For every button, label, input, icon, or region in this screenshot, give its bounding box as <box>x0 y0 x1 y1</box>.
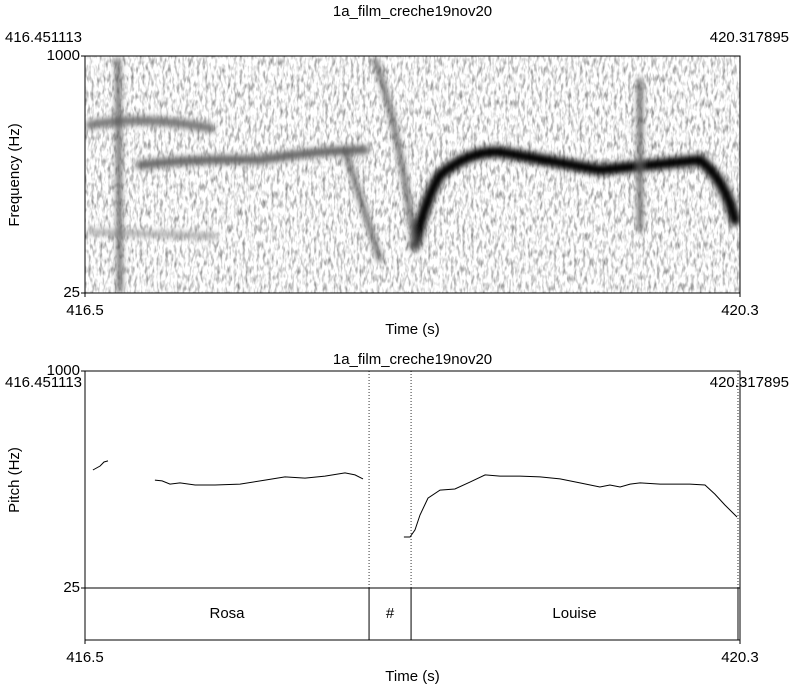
x-max-label: 420.317895 <box>710 29 789 46</box>
x-tick-label: 420.3 <box>721 649 759 666</box>
x-min-label: 416.451113 <box>5 374 82 391</box>
tier-label: # <box>386 605 395 622</box>
x-axis-label: Time (s) <box>385 321 439 338</box>
tier-label: Louise <box>552 605 596 622</box>
pitch-frame <box>84 370 741 641</box>
y-tick-label: 25 <box>63 579 80 596</box>
y-tick-label: 25 <box>63 284 80 301</box>
spectrogram-image <box>85 56 740 293</box>
x-tick-label: 416.5 <box>66 302 104 319</box>
chart-title: 1a_film_creche19nov20 <box>333 351 492 368</box>
y-axis-label: Frequency (Hz) <box>6 123 23 226</box>
x-max-label: 420.317895 <box>710 374 789 391</box>
spectrogram-frame <box>84 55 741 294</box>
x-tick-label: 416.5 <box>66 649 104 666</box>
pitch-contour <box>92 460 738 538</box>
y-axis-label: Pitch (Hz) <box>6 447 23 513</box>
tier-label: Rosa <box>210 605 246 622</box>
y-tick-label: 1000 <box>47 362 80 379</box>
chart-title: 1a_film_creche19nov20 <box>333 3 492 20</box>
x-min-label: 416.451113 <box>5 29 82 46</box>
y-tick-label: 1000 <box>47 47 80 64</box>
x-tick-label: 420.3 <box>721 302 759 319</box>
x-axis-label: Time (s) <box>385 668 439 685</box>
